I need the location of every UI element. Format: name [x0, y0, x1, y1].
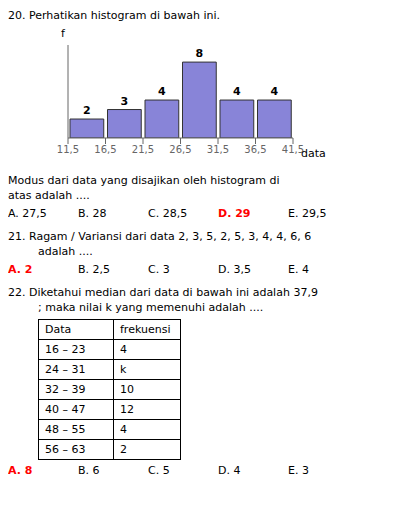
- html-text:32 – 39: 32 – 39: [45, 383, 86, 396]
- svg-text:26,5: 26,5: [169, 144, 191, 155]
- html-text:C. 28,5: C. 28,5: [148, 207, 188, 220]
- html-text:22. Diketahui median dari data: 22. Diketahui median dari data di bawah …: [8, 286, 318, 299]
- svg-text:2: 2: [83, 104, 91, 117]
- svg-text:41,5: 41,5: [281, 144, 305, 156]
- html-text:48 – 55: 48 – 55: [45, 423, 86, 436]
- html-text:; maka nilai k yang memenuhi a: ; maka nilai k yang memenuhi adalah ....: [38, 301, 264, 314]
- html-text:B. 28: B. 28: [78, 207, 107, 220]
- html-text:E. 3: E. 3: [288, 464, 309, 477]
- html-text:D. 3,5: D. 3,5: [218, 263, 251, 276]
- html-text:4: 4: [120, 423, 127, 436]
- svg-text:16,5: 16,5: [94, 144, 116, 155]
- html-text:atas adalah ....: atas adalah ....: [8, 189, 90, 202]
- svg-text:f: f: [61, 27, 66, 40]
- html-text:B. 6: B. 6: [78, 464, 100, 477]
- svg-text:4: 4: [271, 85, 279, 98]
- html-text:B. 2,5: B. 2,5: [78, 263, 110, 276]
- html-text:A. 27,5: A. 27,5: [8, 207, 47, 220]
- html-text:Data: Data: [45, 323, 72, 336]
- html-text:Modus dari data yang disajikan: Modus dari data yang disajikan oleh hist…: [8, 174, 280, 187]
- html-text:E. 29,5: E. 29,5: [288, 207, 327, 220]
- html-text:24 – 31: 24 – 31: [45, 363, 86, 376]
- html-text:adalah ....: adalah ....: [38, 245, 93, 258]
- html-text:D. 4: D. 4: [218, 464, 241, 477]
- html-text:k: k: [120, 363, 127, 376]
- svg-text:8: 8: [196, 47, 204, 60]
- html-text:D. 29: D. 29: [218, 207, 251, 220]
- html-text:E. 4: E. 4: [288, 263, 309, 276]
- html-text:A. 8: A. 8: [8, 464, 33, 477]
- html-text:40 – 47: 40 – 47: [45, 403, 86, 416]
- html-text:12: 12: [120, 403, 134, 416]
- svg-text:36,5: 36,5: [244, 144, 266, 155]
- svg-text:4: 4: [158, 85, 166, 98]
- html-text:20. Perhatikan histogram di ba: 20. Perhatikan histogram di bawah ini.: [8, 9, 221, 22]
- html-text:frekuensi: frekuensi: [120, 323, 171, 336]
- html-text:A. 2: A. 2: [8, 263, 33, 276]
- svg-text:31,5: 31,5: [207, 144, 229, 155]
- html-text:56 – 63: 56 – 63: [45, 443, 86, 456]
- html-text:21. Ragam / Variansi dari data: 21. Ragam / Variansi dari data 2, 3, 5, …: [8, 230, 312, 243]
- html-text:C. 5: C. 5: [148, 464, 170, 477]
- svg-text:data: data: [301, 147, 326, 160]
- html-text:10: 10: [120, 383, 134, 396]
- html-text:C. 3: C. 3: [148, 263, 170, 276]
- svg-text:21,5: 21,5: [132, 144, 154, 155]
- html-text:2: 2: [120, 443, 127, 456]
- html-text:16 – 23: 16 – 23: [45, 343, 86, 356]
- svg-text:11,5: 11,5: [57, 144, 79, 155]
- svg-text:4: 4: [233, 85, 241, 98]
- html-text:4: 4: [120, 343, 127, 356]
- svg-text:3: 3: [121, 95, 129, 108]
